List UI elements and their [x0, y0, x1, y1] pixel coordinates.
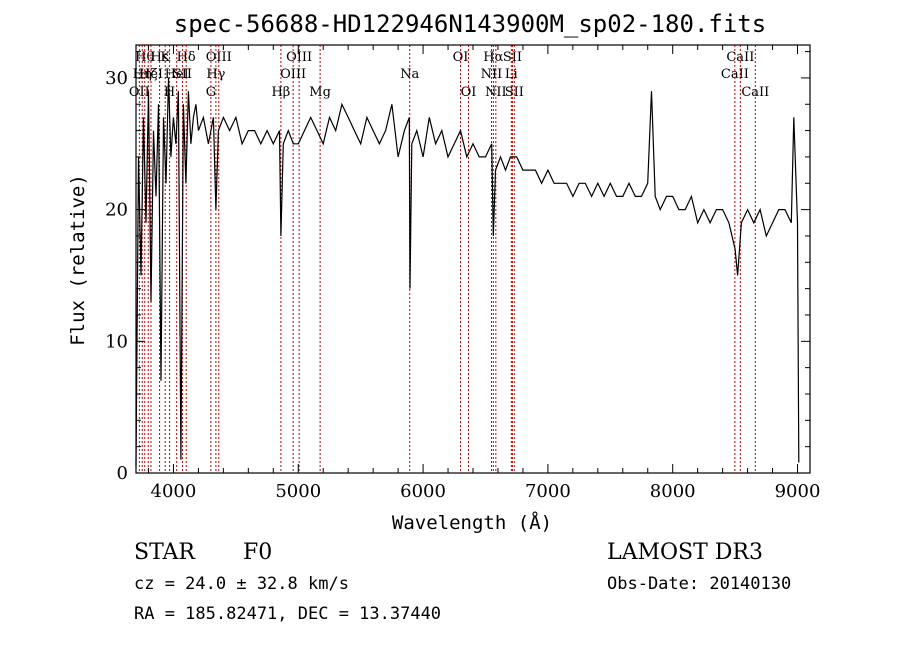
spectral-line-label: Hγ [206, 67, 225, 82]
spectral-line-label: Hβ [271, 85, 290, 100]
chart-title: spec-56688-HD122946N143900M_sp02-180.fit… [174, 10, 766, 38]
x-tick-label: 6000 [400, 481, 446, 502]
object-class: STAR [134, 540, 195, 565]
spectral-line-label: SII [505, 85, 524, 100]
spectral-line-markers [138, 45, 756, 473]
y-tick-label: 0 [117, 463, 128, 484]
spectral-line-label: Hθ [135, 50, 154, 65]
spectral-line-label: SII [503, 50, 522, 65]
spectrum-line [135, 77, 800, 467]
survey-name: LAMOST DR3 [607, 540, 763, 565]
spectral-line-label: Hδ [177, 50, 196, 65]
x-axis-label: Wavelength (Å) [392, 511, 552, 534]
spectral-line-label: OI [461, 85, 477, 100]
spectral-line-label: Li [505, 67, 518, 82]
spectral-line-labels: OIIHηHθHζHeIHεKHHeISIIHδGHγOIIIHβOIIIOII… [129, 50, 769, 100]
spectral-line-label: OIII [286, 50, 312, 65]
spectral-line-label: CaII [741, 85, 769, 100]
spectral-line-label: CaII [726, 50, 754, 65]
spectral-line-label: H [164, 85, 175, 100]
object-subclass: F0 [243, 540, 273, 565]
spectral-line-label: K [160, 50, 170, 65]
x-tick-label: 5000 [275, 481, 321, 502]
spectral-line-label: NII [485, 85, 507, 100]
spectral-line-label: OII [129, 85, 150, 100]
redshift-readout: cz = 24.0 ± 32.8 km/s [134, 574, 349, 594]
x-tick-label: 7000 [525, 481, 571, 502]
spectral-line-label: G [206, 85, 216, 100]
x-tick-label: 9000 [775, 481, 821, 502]
axis-tick-labels: 4000 5000 6000 7000 8000 9000 0 10 20 30 [105, 68, 820, 502]
spectral-line-label: Hα [483, 50, 503, 65]
spectral-line-label: SII [173, 67, 192, 82]
spectral-line-label: OI [453, 50, 469, 65]
spectral-line-label: Mg [309, 85, 331, 100]
spectral-line-label: NII [481, 67, 503, 82]
observation-date: Obs-Date: 20140130 [607, 574, 792, 594]
y-tick-label: 30 [105, 68, 128, 89]
plot-frame [135, 44, 811, 474]
spectral-line-label: OIII [280, 67, 306, 82]
y-tick-label: 10 [105, 331, 128, 352]
spectral-line-label: CaII [721, 67, 749, 82]
spectral-line-label: Na [400, 67, 419, 82]
y-axis-label: Flux (relative) [67, 174, 89, 346]
spectral-line-label: HeI [165, 67, 189, 82]
axis-ticks [136, 45, 810, 474]
y-tick-label: 20 [105, 200, 128, 221]
x-tick-label: 4000 [151, 481, 197, 502]
spectral-line-label: OIII [206, 50, 232, 65]
coordinates-readout: RA = 185.82471, DEC = 13.37440 [134, 604, 442, 624]
spectral-line-label: Hε [151, 50, 169, 65]
x-tick-label: 8000 [650, 481, 696, 502]
spectral-line-label: HeI [139, 67, 163, 82]
